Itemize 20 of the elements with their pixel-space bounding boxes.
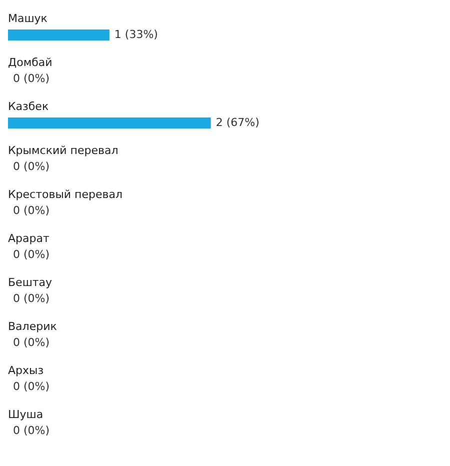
data-label: 1 (33%) — [114, 28, 158, 41]
data-label: 0 (0%) — [13, 380, 50, 393]
y-tick-label: Крестовый перевал — [8, 188, 123, 201]
data-label: 0 (0%) — [13, 248, 50, 261]
y-tick-label: Домбай — [8, 56, 52, 69]
y-tick-label: Крымский перевал — [8, 144, 118, 157]
data-label: 0 (0%) — [13, 424, 50, 437]
y-tick-label: Шуша — [8, 408, 44, 421]
data-label: 0 (0%) — [13, 204, 50, 217]
y-tick-label: Валерик — [8, 320, 58, 333]
y-tick-label: Архыз — [8, 364, 44, 377]
data-label: 0 (0%) — [13, 336, 50, 349]
y-tick-label: Машук — [8, 12, 48, 25]
y-tick-label: Казбек — [8, 100, 49, 113]
y-tick-label: Бештау — [8, 276, 53, 289]
data-label: 0 (0%) — [13, 292, 50, 305]
y-tick-label: Арарат — [8, 232, 50, 245]
data-label: 0 (0%) — [13, 160, 50, 173]
data-label: 2 (67%) — [216, 116, 260, 129]
data-label: 0 (0%) — [13, 72, 50, 85]
